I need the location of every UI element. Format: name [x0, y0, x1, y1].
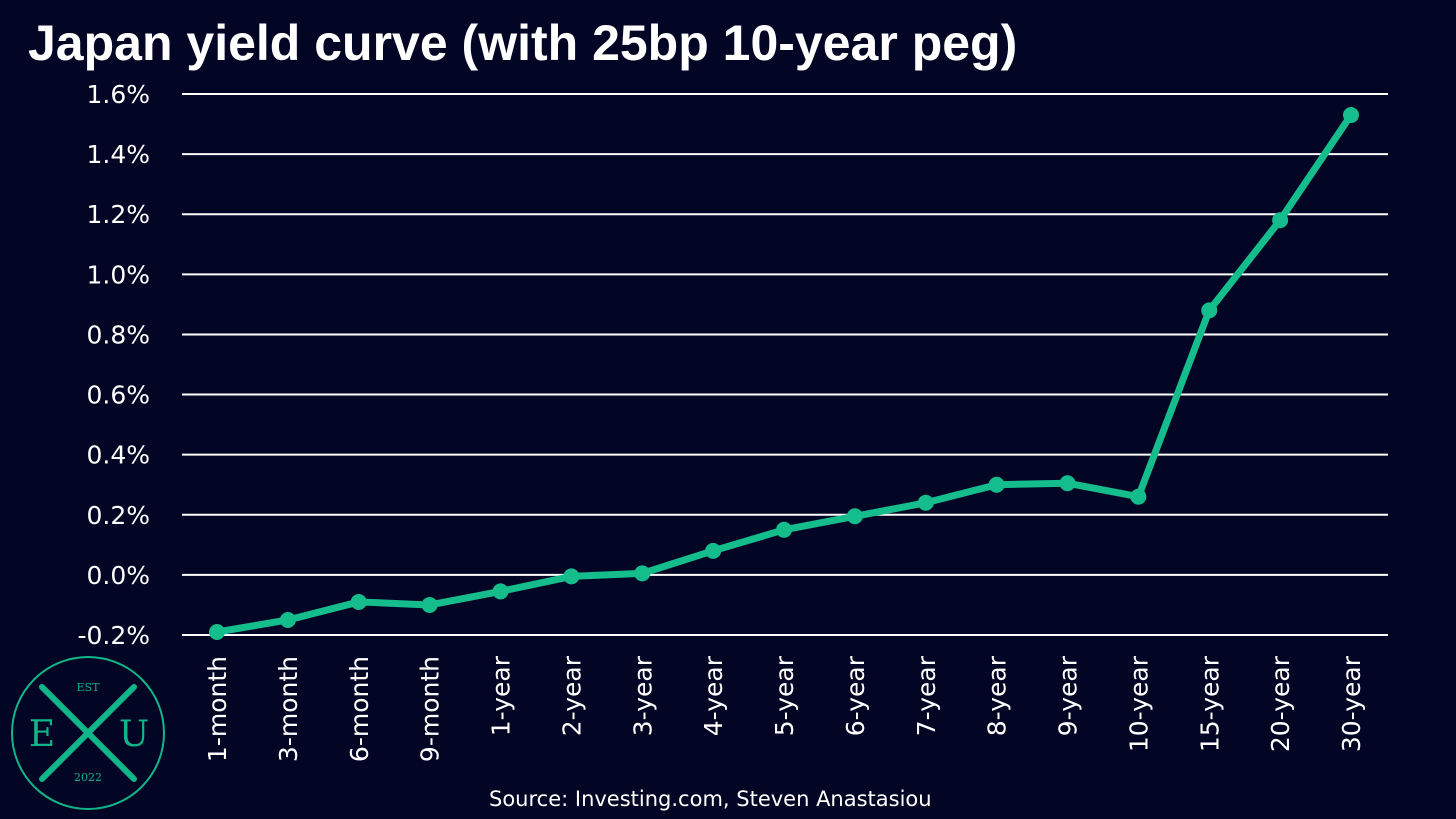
- data-point: [421, 596, 438, 613]
- source-note: Source: Investing.com, Steven Anastasiou: [489, 787, 932, 811]
- y-tick-label: 0.2%: [86, 501, 150, 530]
- y-tick-label: 0.6%: [86, 381, 150, 410]
- logo-letter-e: E: [29, 714, 55, 755]
- x-tick-label: 6-year: [841, 655, 870, 736]
- y-tick-label: 0.8%: [86, 320, 150, 349]
- logo-year: 2022: [74, 771, 102, 784]
- y-tick-label: 1.0%: [86, 260, 150, 289]
- y-tick-label: 1.4%: [86, 140, 150, 169]
- x-tick-label: 1-month: [203, 656, 232, 762]
- logo-est: EST: [77, 681, 101, 694]
- data-point: [209, 623, 225, 640]
- data-point: [917, 494, 934, 511]
- x-tick-label: 9-year: [1054, 655, 1083, 736]
- x-tick-label: 4-year: [699, 655, 728, 736]
- chart-title: Japan yield curve (with 25bp 10-year peg…: [28, 15, 1018, 71]
- x-tick-label: 5-year: [770, 655, 799, 736]
- x-tick-label: 7-year: [912, 655, 941, 736]
- data-point: [1059, 475, 1076, 492]
- x-tick-label: 3-year: [628, 655, 657, 736]
- data-point: [634, 565, 651, 582]
- x-tick-label: 1-year: [487, 655, 516, 736]
- y-tick-label: 0.0%: [86, 561, 150, 590]
- data-point: [279, 611, 296, 628]
- data-point: [776, 521, 792, 538]
- x-tick-label: 10-year: [1124, 655, 1153, 752]
- y-tick-label: 1.2%: [86, 200, 150, 229]
- x-tick-label: 9-month: [416, 656, 445, 762]
- data-point: [988, 476, 1005, 493]
- y-tick-label: 1.6%: [86, 80, 150, 109]
- y-tick-label: 0.4%: [86, 441, 150, 470]
- x-tick-label: 20-year: [1266, 655, 1295, 752]
- exu-logo: EST E U 2022: [11, 656, 165, 810]
- data-point: [563, 568, 580, 585]
- x-tick-label: 30-year: [1337, 655, 1366, 752]
- x-tick-label: 2-year: [557, 655, 586, 736]
- data-point: [1272, 212, 1289, 229]
- logo-letter-u: U: [119, 714, 149, 755]
- x-tick-label: 6-month: [345, 656, 374, 762]
- data-point: [492, 583, 509, 600]
- data-point: [705, 542, 722, 559]
- data-point: [350, 593, 367, 610]
- x-tick-label: 15-year: [1195, 655, 1224, 752]
- logo-ring: [11, 656, 165, 810]
- x-tick-label: 8-year: [983, 655, 1012, 736]
- logo-cross-stroke-2: [39, 684, 137, 782]
- y-tick-label: -0.2%: [77, 621, 150, 650]
- data-point: [1201, 302, 1218, 319]
- series-line: [213, 111, 1355, 636]
- x-tick-label: 3-month: [274, 656, 303, 762]
- data-point: [846, 508, 863, 525]
- data-point: [1343, 107, 1359, 124]
- data-point: [1130, 488, 1147, 505]
